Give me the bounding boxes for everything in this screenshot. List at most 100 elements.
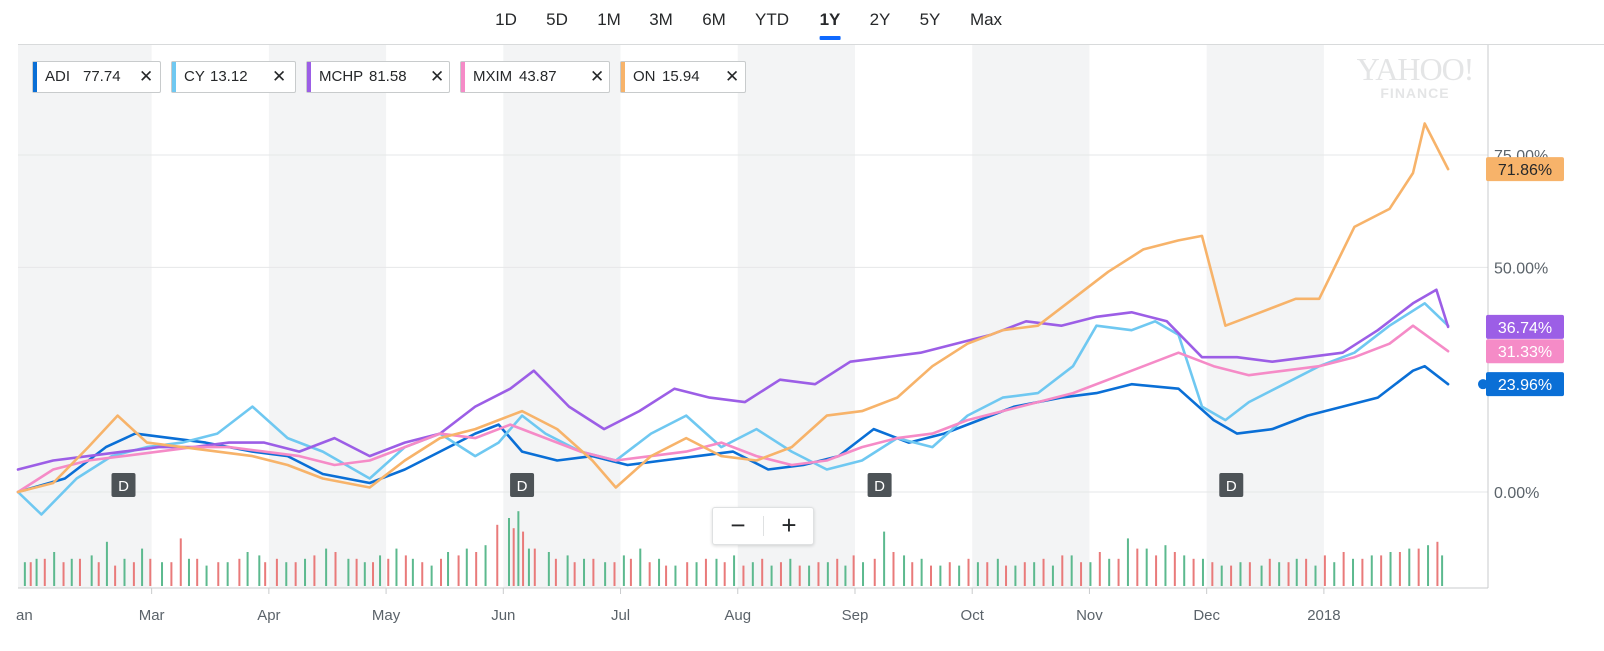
dividend-marker[interactable]: D [111, 473, 136, 497]
chart-top-border [18, 44, 1604, 45]
chip-price: 15.94 [662, 68, 700, 85]
volume-bar-down [1173, 552, 1176, 586]
remove-icon[interactable]: ✕ [590, 67, 605, 86]
zoom-divider [763, 516, 764, 536]
chip-mchp[interactable]: MCHP 81.58 ✕ [306, 61, 450, 93]
zoom-control: − + [712, 507, 814, 545]
volume-bar-up [695, 562, 698, 586]
volume-bar-down [873, 558, 876, 586]
x-tick-label: Jun [491, 607, 515, 624]
dividend-marker[interactable]: D [1219, 473, 1244, 497]
chip-price: 77.74 [83, 68, 121, 85]
volume-bar-up [583, 558, 586, 586]
volume-bar-down [723, 562, 726, 586]
remove-icon[interactable]: ✕ [139, 67, 154, 86]
range-1d[interactable]: 1D [495, 8, 517, 34]
volume-bar-down [313, 555, 316, 586]
volume-bar-up [205, 565, 208, 586]
volume-bar-up [395, 548, 398, 586]
zoom-out-button[interactable]: − [730, 510, 746, 540]
range-selector: 1D 5D 1M 3M 6M YTD 1Y 2Y 5Y Max [0, 0, 1604, 44]
range-3m[interactable]: 3M [649, 8, 673, 34]
volume-bar-up [808, 565, 811, 586]
dividend-marker-box [111, 473, 136, 497]
chip-on[interactable]: ON 15.94 ✕ [620, 61, 746, 93]
x-tick-label: Sep [842, 607, 869, 624]
volume-bar-up [507, 518, 510, 586]
chip-adi[interactable]: ADI 77.74 ✕ [32, 61, 161, 93]
chip-mxim[interactable]: MXIM 43.87 ✕ [460, 61, 610, 93]
volume-bar-down [554, 558, 557, 586]
range-5d[interactable]: 5D [546, 8, 568, 34]
volume-bar-up [1164, 545, 1167, 586]
volume-bar-up [1239, 562, 1242, 586]
volume-bar-up [770, 565, 773, 586]
remove-icon[interactable]: ✕ [272, 67, 287, 86]
range-1y[interactable]: 1Y [819, 8, 841, 40]
volume-bar-down [967, 558, 970, 586]
range-max[interactable]: Max [970, 8, 1002, 34]
volume-bar-down [1192, 558, 1195, 586]
volume-bar-up [976, 562, 979, 586]
range-5y[interactable]: 5Y [920, 8, 941, 34]
volume-bar-up [226, 562, 229, 586]
series-line-on [16, 122, 1450, 494]
chip-symbol: MCHP [319, 68, 364, 85]
volume-bar-up [517, 511, 520, 586]
range-ytd[interactable]: YTD [755, 8, 789, 34]
volume-bar-down [522, 531, 525, 586]
volume-bar-down [1098, 552, 1101, 586]
range-1m[interactable]: 1M [597, 8, 621, 34]
volume-bar-down [512, 528, 515, 586]
chip-cy[interactable]: CY 13.12 ✕ [171, 61, 296, 93]
volume-bar-down [836, 558, 839, 586]
volume-bar-down [475, 552, 478, 586]
volume-bar-up [903, 555, 906, 586]
volume-bar-down [421, 562, 424, 586]
dividend-marker[interactable]: D [867, 473, 892, 497]
volume-bar-up [187, 558, 190, 586]
series-line-mchp [16, 288, 1450, 471]
last-value-text: 31.33% [1498, 344, 1552, 361]
chip-color-bar [307, 62, 311, 92]
volume-bar-up [1427, 545, 1430, 586]
volume-bar-up [1389, 552, 1392, 586]
volume-bar-down [665, 565, 668, 586]
zoom-in-button[interactable]: + [781, 510, 797, 540]
volume-bar-down [1268, 558, 1271, 586]
volume-bar-down [404, 555, 407, 586]
volume-bar-up [1070, 555, 1073, 586]
volume-bar-down [62, 562, 65, 586]
x-tick-label: Apr [257, 607, 280, 624]
range-6m[interactable]: 6M [702, 8, 726, 34]
chip-price: 81.58 [369, 68, 407, 85]
dividend-marker[interactable]: D [510, 473, 535, 497]
volume-bar-up [1201, 558, 1204, 586]
volume-bar-up [958, 565, 961, 586]
volume-bar-up [1126, 538, 1129, 586]
chip-symbol: CY [184, 68, 205, 85]
last-value-label-mxim: 31.33% [1486, 339, 1564, 364]
volume-bar-up [1295, 558, 1298, 586]
volume-bar-down [196, 558, 199, 586]
volume-bar-down [217, 562, 220, 586]
volume-bar-up [411, 558, 414, 586]
last-value-box [1486, 157, 1564, 182]
dividend-marker-label: D [1226, 478, 1237, 495]
range-label: YTD [755, 10, 789, 29]
volume-bar-down [170, 562, 173, 586]
volume-bar-up [639, 548, 642, 586]
volume-bar-down [761, 558, 764, 586]
volume-bar-up [751, 562, 754, 586]
volume-bar-down [149, 558, 152, 586]
remove-icon[interactable]: ✕ [430, 67, 445, 86]
x-tick-label: an [16, 607, 33, 624]
range-2y[interactable]: 2Y [870, 8, 891, 34]
remove-icon[interactable]: ✕ [725, 67, 740, 86]
volume-bar-up [1145, 548, 1148, 586]
volume-bar-up [379, 555, 382, 586]
x-tick-label: 2018 [1307, 607, 1340, 624]
volume-bar-down [179, 538, 182, 586]
chip-symbol: MXIM [473, 68, 513, 85]
